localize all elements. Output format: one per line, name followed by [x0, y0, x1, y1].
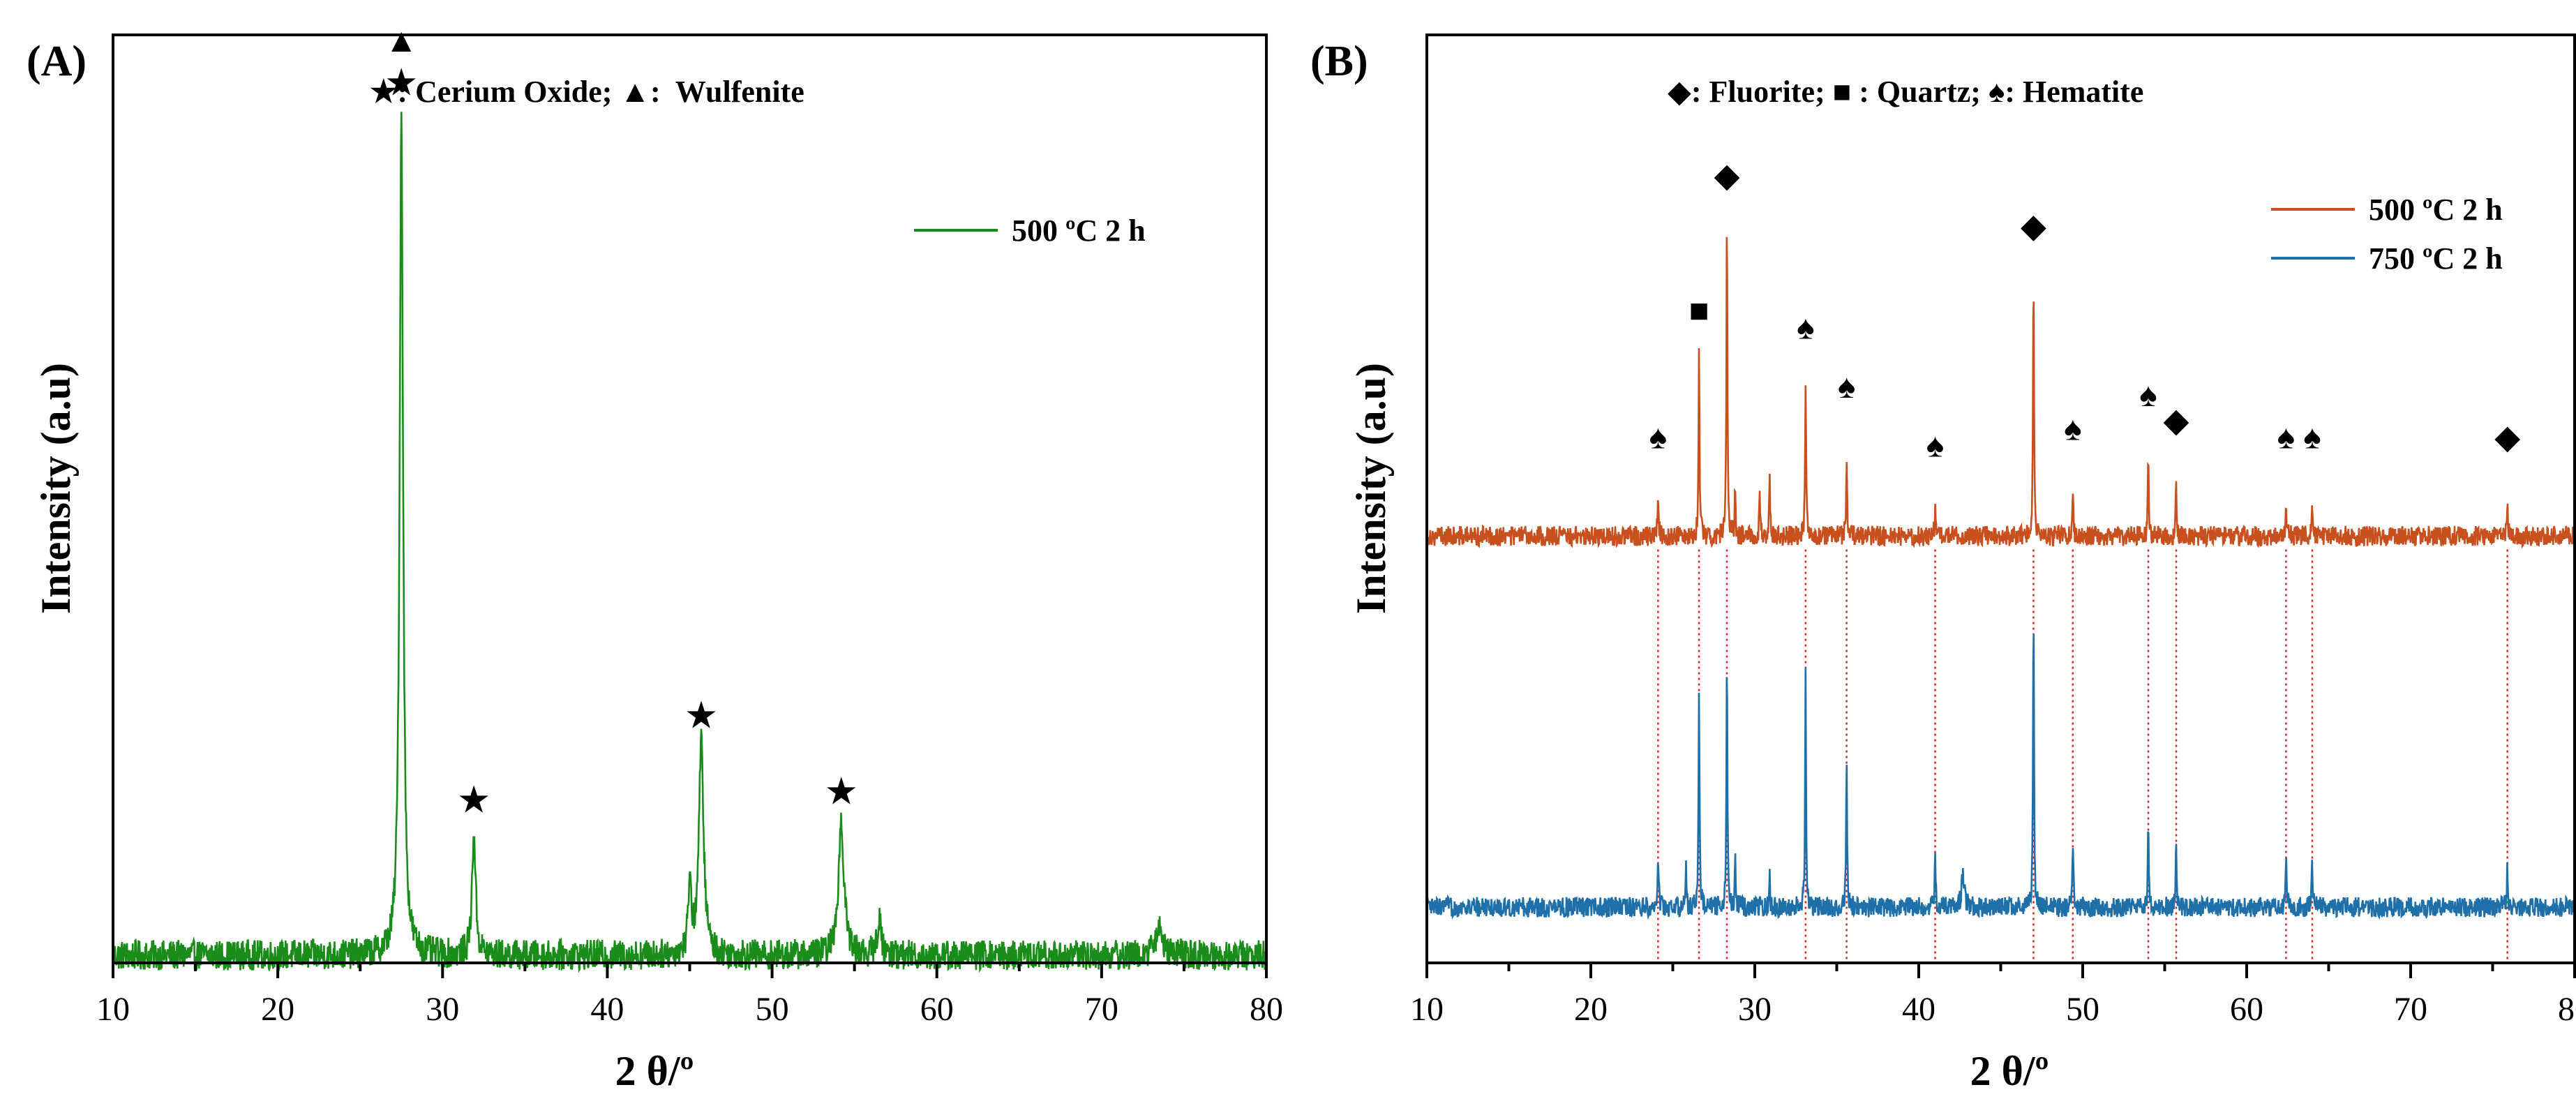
phase-label-fluorite: : Fluorite; — [1691, 75, 1833, 109]
x-tick-label: 50 — [2066, 991, 2099, 1028]
x-tick-label: 10 — [1410, 991, 1444, 1028]
peak-marker: ♠ — [1649, 419, 1668, 456]
peak-marker: ◆ — [2163, 402, 2189, 439]
x-tick-label: 80 — [2558, 991, 2576, 1028]
phase-label-quartz: : Quartz; — [1851, 75, 1989, 109]
plot-frame — [1425, 33, 2576, 964]
phase-symbol-quartz: ■ — [1833, 75, 1852, 109]
panel-b-ylabel: Intensity (a.u) — [1348, 363, 1394, 614]
panel-a-label: (A) — [27, 38, 87, 85]
peak-marker: ★ — [459, 781, 489, 818]
legend-label: 500 ºC 2 h — [2369, 193, 2503, 227]
x-tick-label: 20 — [1574, 991, 1608, 1028]
x-tick-label: 60 — [2230, 991, 2263, 1028]
panel-a-phase-legend: ★: Cerium Oxide; ▲: Wulfenite — [370, 75, 804, 109]
peak-marker: ♠ — [2303, 419, 2321, 456]
x-tick-label: 80 — [1250, 991, 1283, 1028]
peak-marker: ★ — [387, 65, 417, 102]
plot-frame — [112, 33, 1268, 964]
phase-symbol-wulfenite: ▲ — [620, 75, 650, 109]
panel-a: (A) ★: Cerium Oxide; ▲: Wulfenite Intens… — [27, 22, 1283, 1094]
series-line-750-c-2-h — [1425, 634, 2576, 920]
peak-marker: ♠ — [2139, 377, 2157, 414]
series-line-500-c-2-h — [1425, 237, 2576, 549]
phase-symbol-fluorite: ◆ — [1668, 75, 1691, 109]
legend-label: 750 ºC 2 h — [2369, 241, 2503, 276]
peak-marker: ◆ — [2021, 208, 2046, 245]
panel-b-phase-legend: ◆: Fluorite; ■ : Quartz; ♠: Hematite — [1668, 75, 2143, 109]
peak-marker: ★ — [687, 697, 717, 734]
phase-symbol-hematite: ♠ — [1989, 75, 2005, 109]
panel-b: (B) ◆: Fluorite; ■ : Quartz; ♠: Hematite… — [1310, 33, 2576, 1094]
x-tick-label: 70 — [1085, 991, 1118, 1028]
x-tick-label: 60 — [920, 991, 954, 1028]
peak-marker: ◆ — [1714, 158, 1740, 195]
panel-a-xlabel: 2 θ/º — [615, 1048, 694, 1094]
panel-b-label: (B) — [1310, 38, 1368, 85]
x-tick-label: 20 — [261, 991, 294, 1028]
peak-marker: ♠ — [1926, 428, 1945, 465]
phase-label-wulfenite: : Wulfenite — [650, 75, 804, 109]
x-tick-label: 70 — [2394, 991, 2427, 1028]
peak-marker: ♠ — [2277, 419, 2296, 456]
peak-marker: ▲ — [384, 22, 418, 59]
panel-a-ylabel: Intensity (a.u) — [33, 363, 79, 614]
peak-marker: ★ — [826, 773, 856, 810]
panel-a-plot: 10 20 30 40 50 60 70 80★▲★★★500 ºC 2 h — [96, 22, 1283, 1028]
legend-label: 500 ºC 2 h — [1012, 214, 1146, 248]
peak-marker: ♠ — [1838, 368, 1856, 405]
panel-b-xlabel: 2 θ/º — [1970, 1048, 2049, 1094]
x-tick-label: 10 — [96, 991, 130, 1028]
x-tick-label: 40 — [590, 991, 624, 1028]
x-tick-label: 30 — [426, 991, 459, 1028]
phase-label-hematite: : Hematite — [2005, 75, 2143, 109]
peak-marker: ■ — [1689, 292, 1709, 329]
peak-marker: ◆ — [2494, 419, 2520, 456]
peak-marker: ♠ — [2064, 410, 2082, 447]
x-tick-label: 40 — [1902, 991, 1935, 1028]
series-line-500-c-2-h — [112, 112, 1268, 973]
phase-label-cerium-oxide: : Cerium Oxide; — [397, 75, 620, 109]
phase-symbol-cerium-oxide: ★ — [370, 75, 397, 109]
x-tick-label: 30 — [1738, 991, 1772, 1028]
peak-marker: ♠ — [1797, 309, 1815, 346]
x-tick-label: 50 — [756, 991, 789, 1028]
